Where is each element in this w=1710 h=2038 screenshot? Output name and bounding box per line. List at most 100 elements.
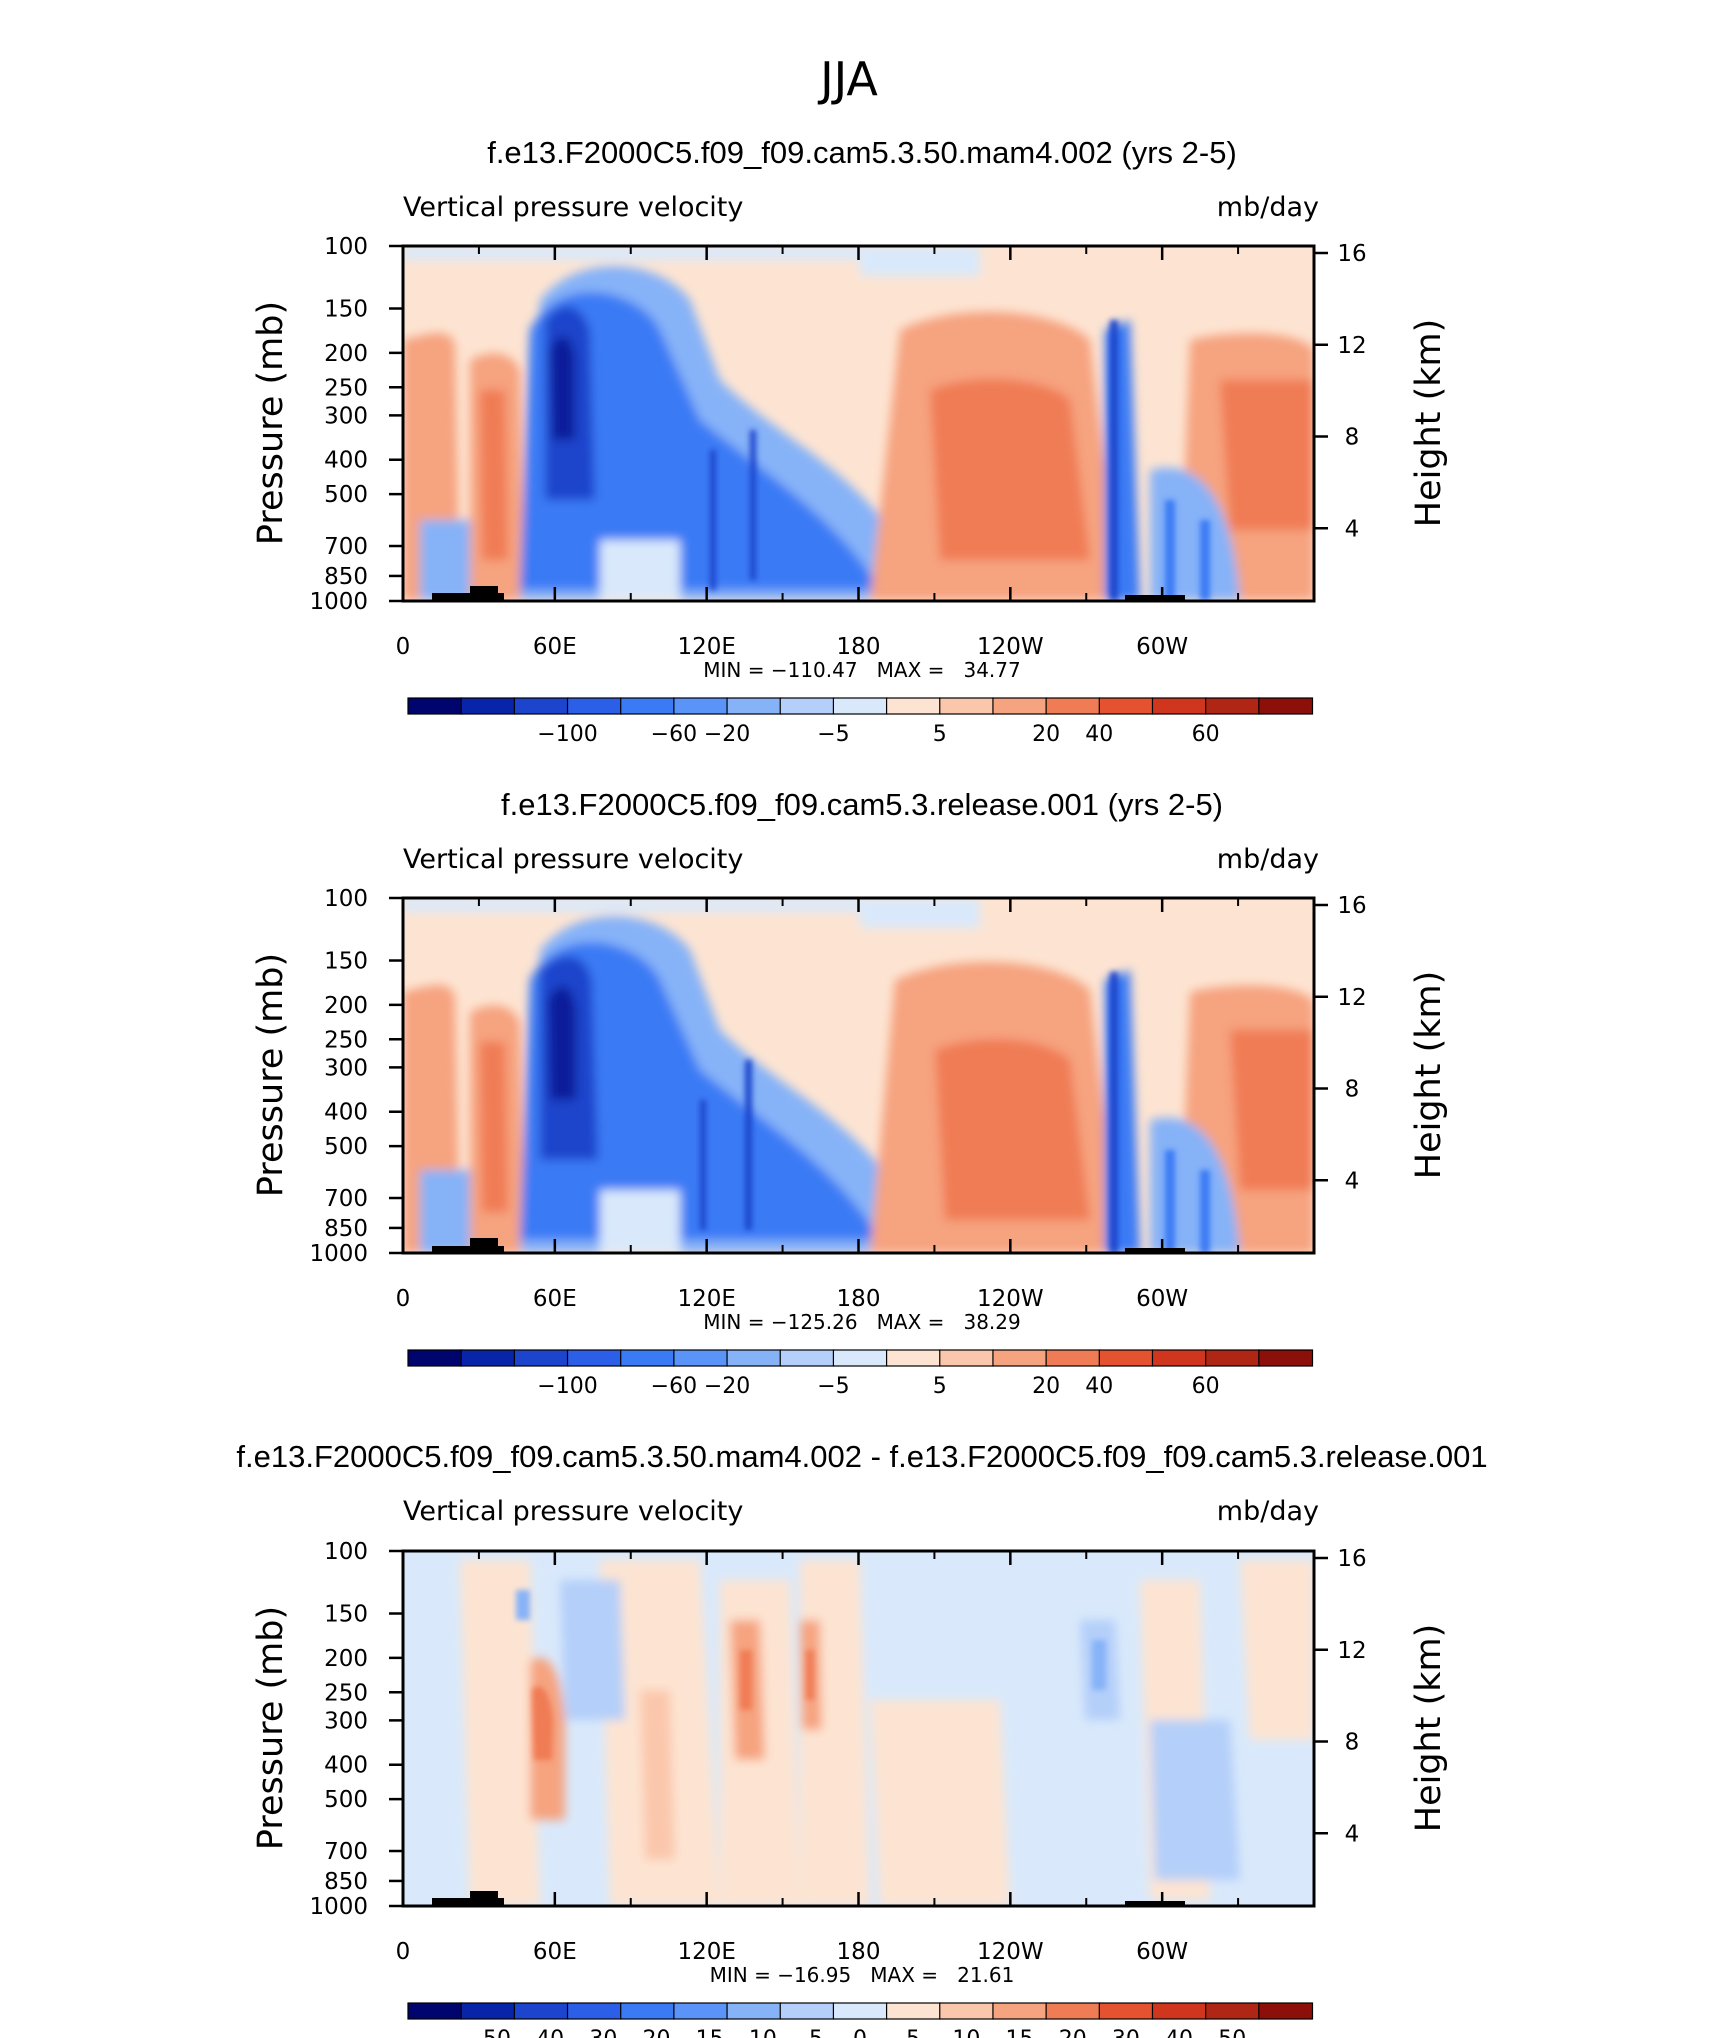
colorbar-label: −60 <box>651 722 697 747</box>
colorbar-label: 5 <box>933 1374 947 1399</box>
panel-2-units-label: mb/day <box>1217 844 1319 875</box>
colorbar-swatch <box>620 1349 675 1367</box>
y-tick-label: 300 <box>324 1708 368 1734</box>
colorbar-swatch <box>779 2002 835 2020</box>
colorbar-swatch <box>1045 697 1101 715</box>
panel-2-title: f.e13.F2000C5.f09_f09.cam5.3.release.001… <box>501 787 1223 822</box>
panel-1: f.e13.F2000C5.f09_f09.cam5.3.50.mam4.002… <box>251 135 1449 747</box>
panel-3-variable-label: Vertical pressure velocity <box>403 1496 743 1527</box>
y-tick-label: 150 <box>324 949 368 975</box>
colorbar-label: −100 <box>537 722 597 747</box>
colorbar-swatch <box>832 697 888 715</box>
colorbar-swatch <box>1045 2002 1101 2020</box>
colorbar-label: 5 <box>906 2027 920 2038</box>
colorbar-label: 40 <box>1165 2027 1193 2038</box>
x-tick-label: 120W <box>977 1286 1044 1312</box>
panel-2-y-label: Pressure (mb) <box>251 953 291 1197</box>
colorbar-label: 50 <box>1218 2027 1246 2038</box>
colorbar-swatch <box>1258 1349 1314 1367</box>
colorbar-label: −20 <box>624 2027 670 2038</box>
y-tick-label: 500 <box>324 1787 368 1813</box>
colorbar-swatch <box>407 1349 463 1367</box>
y-tick-label: 250 <box>324 375 368 401</box>
y-tick-label: 850 <box>324 564 368 590</box>
x-tick-label: 0 <box>396 1286 411 1312</box>
colorbar-swatch <box>992 2002 1048 2020</box>
panel-3-y-right-label: Height (km) <box>1409 1624 1449 1833</box>
panel-1-x-axis: 0 60E 120E 180 120W 60W <box>396 246 1240 660</box>
x-tick-label: 60W <box>1136 1286 1188 1312</box>
y-tick-label: 400 <box>324 448 368 474</box>
y-tick-label: 150 <box>324 1602 368 1628</box>
y-tick-label: 250 <box>324 1680 368 1706</box>
panel-2-x-axis: 0 60E 120E 180 120W 60W <box>396 898 1240 1312</box>
colorbar-swatch <box>1258 2002 1314 2020</box>
colorbar-swatch <box>1098 2002 1154 2020</box>
colorbar-swatch <box>460 2002 516 2020</box>
colorbar-swatch <box>992 1349 1048 1367</box>
y-tick-label: 850 <box>324 1216 368 1242</box>
panel-3-x-axis: 0 60E 120E 180 120W 60W <box>396 1551 1240 1965</box>
colorbar-label: 20 <box>1032 1374 1060 1399</box>
colorbar-swatch <box>407 2002 463 2020</box>
y-tick-label: 1000 <box>309 589 368 615</box>
x-tick-label: 120E <box>677 1286 735 1312</box>
colorbar-swatch <box>566 2002 622 2020</box>
colorbar-swatch <box>673 2002 729 2020</box>
panel-3-y-right-axis: 16 12 8 4 <box>1314 1546 1367 1847</box>
panel-3-title: f.e13.F2000C5.f09_f09.cam5.3.50.mam4.002… <box>236 1439 1487 1474</box>
colorbar-label: 60 <box>1192 1374 1220 1399</box>
colorbar-label: −5 <box>817 1374 849 1399</box>
y-tick-label: 1000 <box>309 1894 368 1920</box>
x-tick-label: 60E <box>533 634 577 660</box>
panel-1-colorbar: −100 −60 −20 −5 5 20 40 60 <box>407 697 1314 747</box>
colorbar-label: 10 <box>952 2027 980 2038</box>
panel-3-y-label: Pressure (mb) <box>251 1606 291 1850</box>
panel-2: f.e13.F2000C5.f09_f09.cam5.3.release.001… <box>251 787 1449 1399</box>
colorbar-label: −15 <box>677 2027 723 2038</box>
x-tick-label: 0 <box>396 1939 411 1965</box>
x-tick-label: 180 <box>837 634 881 660</box>
colorbar-label: −5 <box>791 2027 823 2038</box>
colorbar-swatch <box>885 1349 941 1367</box>
colorbar-label: 0 <box>853 2027 867 2038</box>
colorbar-swatch <box>1151 2002 1207 2020</box>
x-tick-label: 0 <box>396 634 411 660</box>
y-right-tick-label: 8 <box>1345 425 1360 451</box>
colorbar-label: 15 <box>1006 2027 1034 2038</box>
x-tick-label: 120E <box>677 634 735 660</box>
panel-3-field <box>403 1551 1314 1906</box>
y-right-tick-label: 8 <box>1345 1077 1360 1103</box>
y-tick-label: 500 <box>324 1134 368 1160</box>
colorbar-label: 40 <box>1085 1374 1113 1399</box>
colorbar-swatch <box>460 697 516 715</box>
colorbar-swatch <box>1151 697 1207 715</box>
y-right-tick-label: 16 <box>1337 1546 1366 1572</box>
colorbar-label: 40 <box>1085 722 1113 747</box>
colorbar-swatch <box>673 697 729 715</box>
y-tick-label: 300 <box>324 403 368 429</box>
panel-1-field <box>403 246 1314 601</box>
y-tick-label: 200 <box>324 993 368 1019</box>
y-right-tick-label: 4 <box>1345 1821 1360 1847</box>
colorbar-label: −40 <box>518 2027 564 2038</box>
panel-1-title: f.e13.F2000C5.f09_f09.cam5.3.50.mam4.002… <box>487 135 1237 170</box>
colorbar-swatch <box>832 2002 888 2020</box>
panel-1-stats: MIN = −110.47 MAX = 34.77 <box>703 658 1020 682</box>
y-tick-label: 400 <box>324 1100 368 1126</box>
y-tick-label: 100 <box>324 1539 368 1565</box>
colorbar-swatch <box>939 2002 995 2020</box>
y-tick-label: 300 <box>324 1055 368 1081</box>
panel-2-y-right-axis: 16 12 8 4 <box>1314 893 1367 1194</box>
y-tick-label: 850 <box>324 1869 368 1895</box>
panel-1-y-label: Pressure (mb) <box>251 301 291 545</box>
y-right-tick-label: 12 <box>1337 985 1366 1011</box>
panel-2-field <box>403 898 1314 1253</box>
x-tick-label: 60E <box>533 1939 577 1965</box>
colorbar-swatch <box>939 697 995 715</box>
panel-1-y-right-label: Height (km) <box>1409 319 1449 528</box>
